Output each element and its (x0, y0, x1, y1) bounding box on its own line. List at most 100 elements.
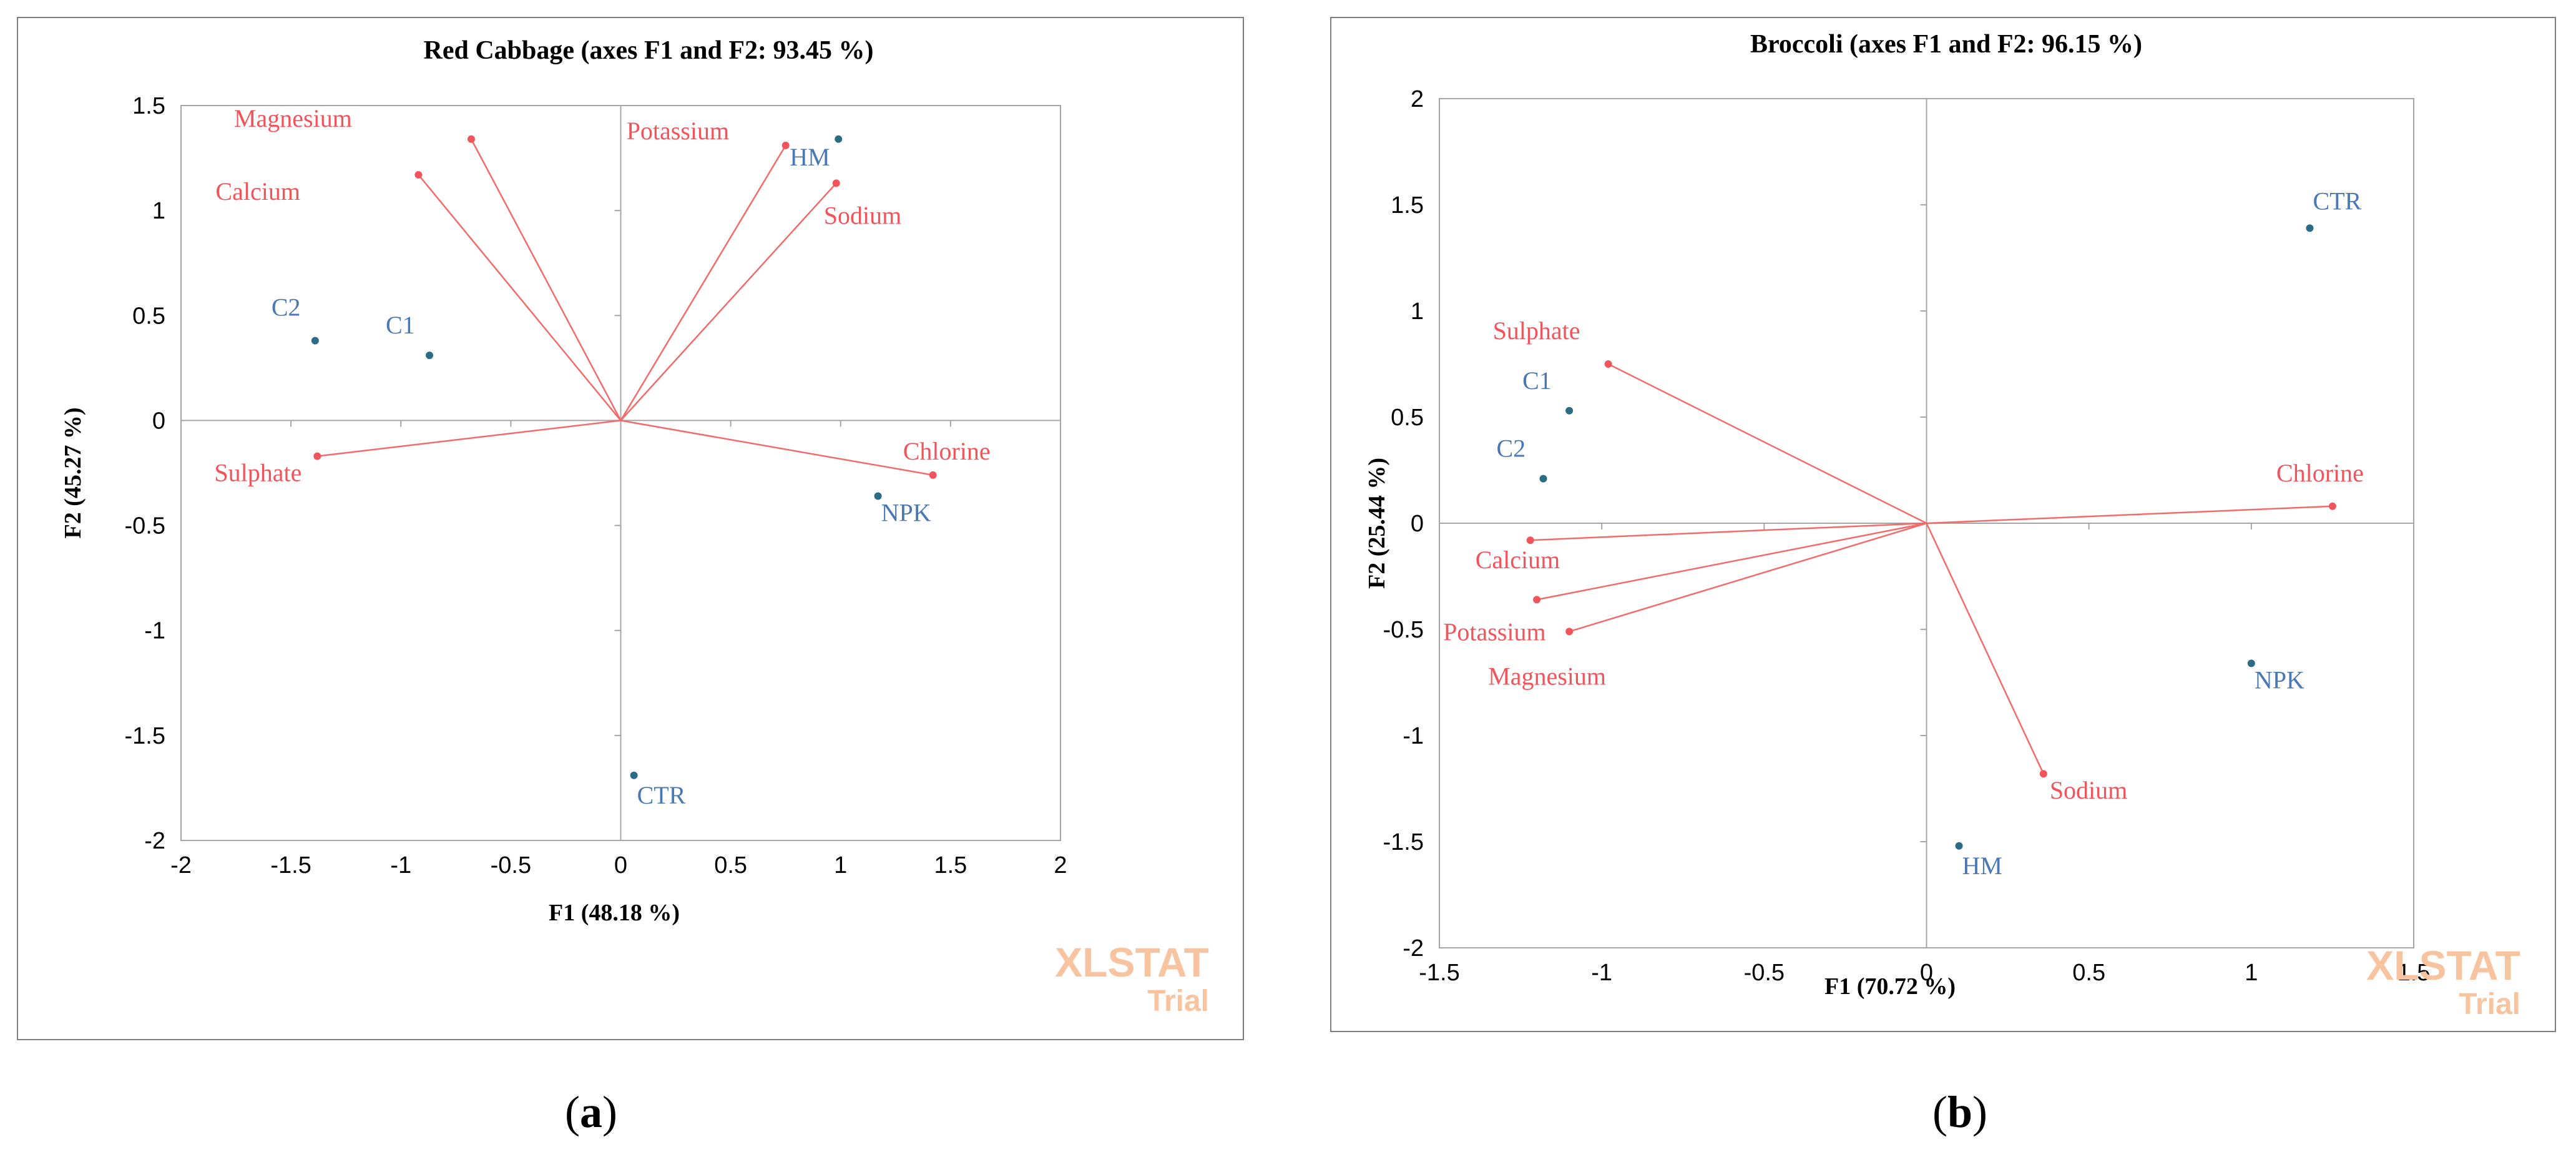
variable-point-chlorine (929, 471, 937, 479)
x-tick-label: -0.5 (491, 852, 531, 879)
observation-point-c2 (1539, 475, 1547, 483)
y-tick-label: 2 (1411, 86, 1424, 112)
watermark-trial: Trial (2459, 988, 2520, 1021)
observation-point-npk (874, 492, 882, 500)
variable-label-sulphate: Sulphate (214, 459, 301, 487)
y-tick-label: -1.5 (125, 723, 165, 749)
y-tick-label: 1 (152, 198, 165, 224)
x-tick-label: 2 (1054, 852, 1067, 879)
x-tick-label: 1 (834, 852, 847, 879)
x-tick-label: -1 (1591, 960, 1612, 986)
x-tick-label: -1.5 (270, 852, 311, 879)
y-tick-label: -0.5 (125, 513, 165, 539)
vector-line-magnesium (1569, 522, 1927, 633)
variable-point-potassium (1533, 596, 1541, 604)
chart-title: Red Cabbage (axes F1 and F2: 93.45 %) (424, 36, 874, 65)
subfigure-label-a: (a) (565, 1087, 617, 1137)
x-tick-label: -2 (170, 852, 192, 879)
watermark-xlstat: XLSTAT (1055, 939, 1209, 985)
y-tick-label: 1.5 (132, 93, 165, 119)
observation-label-hm: HM (790, 143, 830, 171)
x-tick-label: 0 (614, 852, 627, 879)
x-tick-label: 1 (2245, 960, 2258, 986)
vector-line-chlorine (1926, 505, 2333, 524)
observation-point-hm (1955, 842, 1963, 850)
variable-point-sulphate (1604, 360, 1612, 368)
variable-label-sulphate: Sulphate (1493, 317, 1580, 345)
variable-point-sodium (2039, 770, 2047, 778)
y-tick-label: 0.5 (132, 303, 165, 329)
observation-point-hm (835, 135, 843, 143)
variable-point-calcium (1526, 536, 1534, 544)
vector-line-calcium (418, 174, 622, 421)
variable-label-calcium: Calcium (1476, 546, 1560, 574)
x-tick-label: 1.5 (934, 852, 967, 879)
y-tick-label: 0.5 (1391, 405, 1424, 431)
variable-label-potassium: Potassium (627, 117, 729, 145)
x-tick-label: 1.5 (2397, 960, 2431, 986)
chart-panel-broccoli: -1.5 -1 -0.5 0 0.5 1 1.5 -2 -1.5 -1 -0.5 0 0.5 1 1.5 2 B… (1330, 17, 2556, 1032)
watermark-xlstat: XLSTAT (2366, 942, 2520, 988)
y-tick-label: 1.5 (1391, 192, 1424, 219)
observation-label-c2: C2 (272, 293, 301, 322)
variable-point-sulphate (313, 452, 321, 460)
y-tick-label: -0.5 (1383, 617, 1424, 643)
y-tick-label: -1 (1403, 723, 1424, 749)
x-tick-label: -1.5 (1419, 960, 1459, 986)
vector-line-potassium (1536, 522, 1927, 601)
y-tick-label: -2 (1403, 935, 1424, 962)
observation-label-ctr: CTR (637, 781, 686, 809)
observation-label-c2: C2 (1497, 435, 1526, 463)
x-tick-label: -1 (390, 852, 411, 879)
vector-line-magnesium (470, 139, 622, 421)
observation-point-npk (2247, 659, 2255, 667)
vector-line-calcium (1530, 522, 1927, 541)
y-tick-label: -2 (144, 828, 165, 854)
x-axis-label: F1 (48.18 %) (549, 900, 680, 926)
variable-point-sodium (832, 179, 840, 187)
subfigure-label-b: (b) (1932, 1087, 1988, 1137)
x-tick-label: -0.5 (1744, 960, 1785, 986)
observation-label-c1: C1 (1522, 367, 1552, 395)
variable-point-potassium (781, 141, 790, 149)
observation-point-c1 (426, 352, 434, 360)
observation-label-npk: NPK (881, 498, 931, 526)
variable-label-calcium: Calcium (215, 177, 300, 205)
y-tick-label: 0 (152, 408, 165, 434)
x-tick-label: 0.5 (2072, 960, 2105, 986)
y-tick-label: 1 (1411, 298, 1424, 325)
y-axis-label: F2 (45.27 %) (60, 407, 86, 538)
red-cabbage-biplot: -2 -1.5 -1 -0.5 0 0.5 1 1.5 2 -2 -1.5 -1 -0.5 0 0.5 1 1.… (60, 36, 1209, 1018)
x-tick-label: 0.5 (714, 852, 747, 879)
x-axis-label: F1 (70.72 %) (1824, 973, 1956, 1000)
variable-label-chlorine: Chlorine (903, 437, 991, 465)
chart-title: Broccoli (axes F1 and F2: 96.15 %) (1750, 30, 2142, 59)
variable-label-magnesium: Magnesium (234, 104, 352, 132)
watermark-trial: Trial (1147, 985, 1209, 1018)
broccoli-biplot: -1.5 -1 -0.5 0 0.5 1 1.5-2-1.5-1-0.500.511.52B… (1364, 30, 2520, 1021)
vector-line-sulphate (1608, 363, 1927, 524)
observation-point-ctr (630, 771, 638, 779)
observation-point-ctr (2306, 224, 2314, 232)
variable-point-magnesium (1565, 628, 1574, 636)
y-tick-label: -1.5 (1383, 829, 1424, 855)
observation-label-ctr: CTR (2313, 187, 2361, 215)
variable-point-calcium (414, 170, 423, 179)
vector-line-chlorine (620, 420, 933, 476)
y-axis-label: F2 (25.44 %) (1364, 458, 1390, 589)
variable-label-sodium: Sodium (824, 201, 901, 229)
vector-line-sodium (620, 182, 837, 421)
vector-line-potassium (620, 145, 786, 421)
y-tick-label: 0 (1411, 511, 1424, 537)
variable-point-magnesium (467, 135, 475, 143)
variable-label-magnesium: Magnesium (1488, 662, 1606, 690)
chart-panel-red-cabbage: -2 -1.5 -1 -0.5 0 0.5 1 1.5 2 -2 -1.5 -1 -0.5 0 0.5 1 1.… (17, 17, 1244, 1040)
x-tick-label: 0 (1920, 960, 1933, 986)
variable-label-sodium: Sodium (2050, 776, 2127, 804)
variable-point-chlorine (2328, 502, 2336, 510)
vector-line-sodium (1926, 523, 2044, 774)
variable-label-chlorine: Chlorine (2276, 459, 2364, 487)
observation-point-c1 (1565, 406, 1574, 415)
variable-label-potassium: Potassium (1443, 618, 1545, 646)
y-tick-label: -1 (144, 618, 165, 644)
